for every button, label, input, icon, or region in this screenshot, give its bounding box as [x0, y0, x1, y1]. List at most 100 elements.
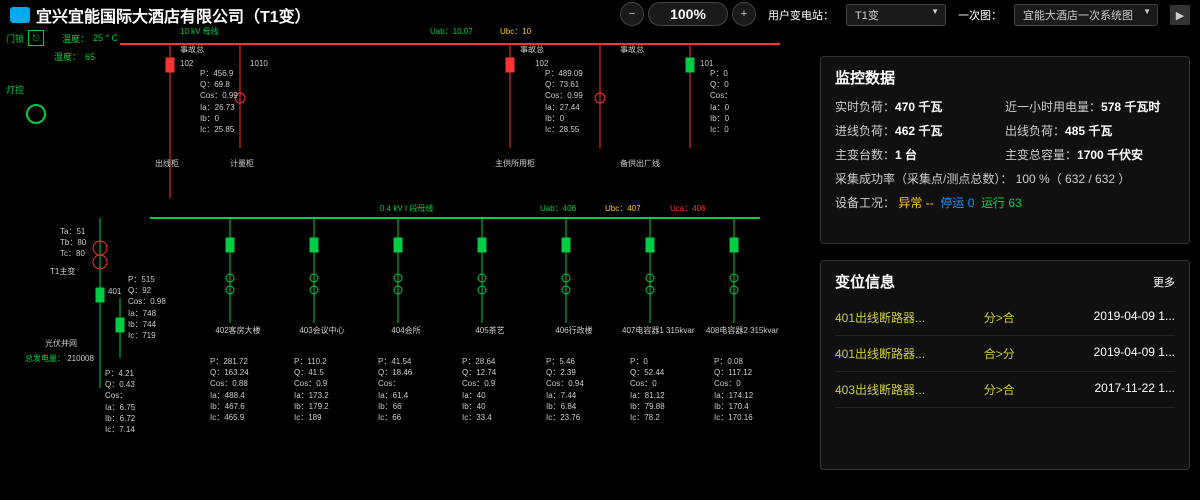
n3-q: Q：73.61 — [545, 79, 583, 90]
event-name: 401出线断路器... — [835, 345, 984, 362]
n4-q: Q：0 — [710, 79, 732, 90]
t-ic: Ic：719 — [128, 330, 166, 341]
n4-ia: Ia：0 — [710, 102, 732, 113]
event-time: 2017-11-22 1... — [1048, 381, 1176, 398]
diagram-label: 一次图： — [958, 7, 1002, 23]
t-ta: Ta：51 — [60, 226, 86, 237]
zoom-out-button[interactable]: − — [620, 2, 644, 26]
nav-next-button[interactable]: ▶ — [1170, 5, 1190, 25]
n2-id: 1010 — [250, 58, 268, 69]
event-time: 2019-04-09 1... — [1048, 345, 1176, 362]
feeder-data: P：0Q：52.44Cos：0 Ia：81.12Ib：79.88Ic：78.2 — [630, 356, 665, 423]
n1-ia: Ia：26.73 — [200, 102, 238, 113]
m01v: 578 千瓦时 — [1101, 100, 1160, 114]
n3-ic: Ic：28.55 — [545, 124, 583, 135]
n4-p: P：0 — [710, 68, 732, 79]
feeder-label: 408电容器2 315kvar — [706, 325, 778, 336]
lbl-c: 主供所用柜 — [495, 158, 535, 169]
n1-ic: Ic：25.85 — [200, 124, 238, 135]
low-uca: Uca：406 — [670, 203, 706, 214]
light-label: 灯控 — [6, 83, 24, 96]
events-title: 变位信息 — [835, 271, 895, 292]
pv-label: 光伏并网 — [45, 338, 77, 349]
diagram-select[interactable]: 宜能大酒店一次系统图 — [1014, 4, 1158, 26]
m01l: 近一小时用电量： — [1005, 100, 1101, 114]
event-row[interactable]: 401出线断路器... 合>分 2019-04-09 1... — [835, 336, 1175, 372]
n3-ib: Ib：0 — [545, 113, 583, 124]
event-row[interactable]: 401出线断路器... 分>合 2019-04-09 1... — [835, 300, 1175, 336]
feeder-label: 404会所 — [370, 325, 442, 336]
n3-cos: Cos：0.99 — [545, 90, 583, 101]
substation-label: 用户变电站： — [768, 7, 834, 23]
uab: Uab：10.07 — [430, 26, 473, 37]
lbl-d: 备供出厂线 — [620, 158, 660, 169]
sun-icon — [26, 104, 46, 124]
low-uab: Uab：406 — [540, 203, 576, 214]
lbl-b: 计量柜 — [230, 158, 254, 169]
m10v: 462 千瓦 — [895, 124, 942, 138]
m21v: 1700 千伏安 — [1077, 148, 1143, 162]
m11v: 485 千瓦 — [1065, 124, 1112, 138]
schematic-svg — [60, 28, 800, 468]
t-ia: Ia：748 — [128, 308, 166, 319]
substation-select[interactable]: T1变 — [846, 4, 946, 26]
t-q: Q：92 — [128, 285, 166, 296]
n3-ia: Ia：27.44 — [545, 102, 583, 113]
event-time: 2019-04-09 1... — [1048, 309, 1176, 326]
mon-run: 运行 63 — [981, 194, 1022, 211]
n3-p: P：489.09 — [545, 68, 583, 79]
feeder-data: P：5.46Q：2.39Cos：0.94 Ia：7.44Ib：6.84Ic：23… — [546, 356, 584, 423]
m11l: 出线负荷： — [1005, 124, 1065, 138]
feeder-data: P：28.64Q：12.74Cos：0.9 Ia：40Ib：40Ic：33.4 — [462, 356, 496, 423]
feeder-label: 407电容器1 315kvar — [622, 325, 694, 336]
mon-err: 异常 -- — [898, 194, 933, 211]
feeder-label: 406行政楼 — [538, 325, 610, 336]
n4-ib: Ib：0 — [710, 113, 732, 124]
bia: Ia：6.75 — [105, 402, 135, 413]
events-panel: 变位信息 更多 401出线断路器... 分>合 2019-04-09 1...4… — [820, 260, 1190, 470]
t-id: 401 — [108, 286, 121, 297]
m20v: 1 台 — [895, 148, 917, 162]
event-name: 401出线断路器... — [835, 309, 984, 326]
mon-collect: 采集成功率（采集点/测点总数）： 100 %（ 632 / 632 ） — [835, 170, 1130, 187]
zoom-in-button[interactable]: + — [732, 2, 756, 26]
low-ubc: Ubc：407 — [605, 203, 641, 214]
events-more-link[interactable]: 更多 — [1153, 274, 1175, 290]
door-label: 门锁 — [6, 32, 24, 45]
event-direction: 分>合 — [984, 309, 1048, 326]
n1-cos: Cos：0.99 — [200, 90, 238, 101]
event-direction: 合>分 — [984, 345, 1048, 362]
ubc: Ubc：10 — [500, 26, 531, 37]
n1-id: 102 — [180, 58, 193, 69]
bic: Ic：7.14 — [105, 424, 135, 435]
monitor-title: 监控数据 — [835, 67, 1175, 88]
feeder-data: P：0.08Q：117.12Cos：0 Ia：174.12Ib：170.4Ic：… — [714, 356, 753, 423]
mon-stop: 停运 0 — [940, 194, 974, 211]
t-ib: Ib：744 — [128, 319, 166, 330]
header-logo-icon — [10, 7, 30, 23]
event-row[interactable]: 403出线断路器... 分>合 2017-11-22 1... — [835, 372, 1175, 408]
feeder-label: 402客房大楼 — [202, 325, 274, 336]
t-cos: Cos：0.98 — [128, 296, 166, 307]
m21l: 主变总容量： — [1005, 148, 1077, 162]
t-tb: Tb：80 — [60, 237, 86, 248]
bib: Ib：6.72 — [105, 413, 135, 424]
schematic-diagram[interactable]: 10 kV 母线 Uab：10.07 Ubc：10 事故总 事故总 事故总 10… — [60, 28, 800, 468]
feeder-label: 405茶艺 — [454, 325, 526, 336]
feeder-label: 403会议中心 — [286, 325, 358, 336]
zoom-value: 100% — [648, 2, 728, 26]
m00l: 实时负荷： — [835, 100, 895, 114]
bp: P：4.21 — [105, 368, 135, 379]
total-val: 210008 — [67, 354, 94, 363]
sh-label-3: 事故总 — [620, 44, 644, 55]
event-name: 403出线断路器... — [835, 381, 984, 398]
lbl-a: 出线柜 — [155, 158, 179, 169]
bcos: Cos： — [105, 390, 135, 401]
m00v: 470 千瓦 — [895, 100, 942, 114]
m20l: 主变台数： — [835, 148, 895, 162]
n1-ib: Ib：0 — [200, 113, 238, 124]
bq: Q：0.43 — [105, 379, 135, 390]
door-icon: ⎋ — [28, 30, 44, 46]
page-title: 宜兴宜能国际大酒店有限公司（T1变） — [36, 3, 311, 27]
t-tc: Tc：80 — [60, 248, 86, 259]
